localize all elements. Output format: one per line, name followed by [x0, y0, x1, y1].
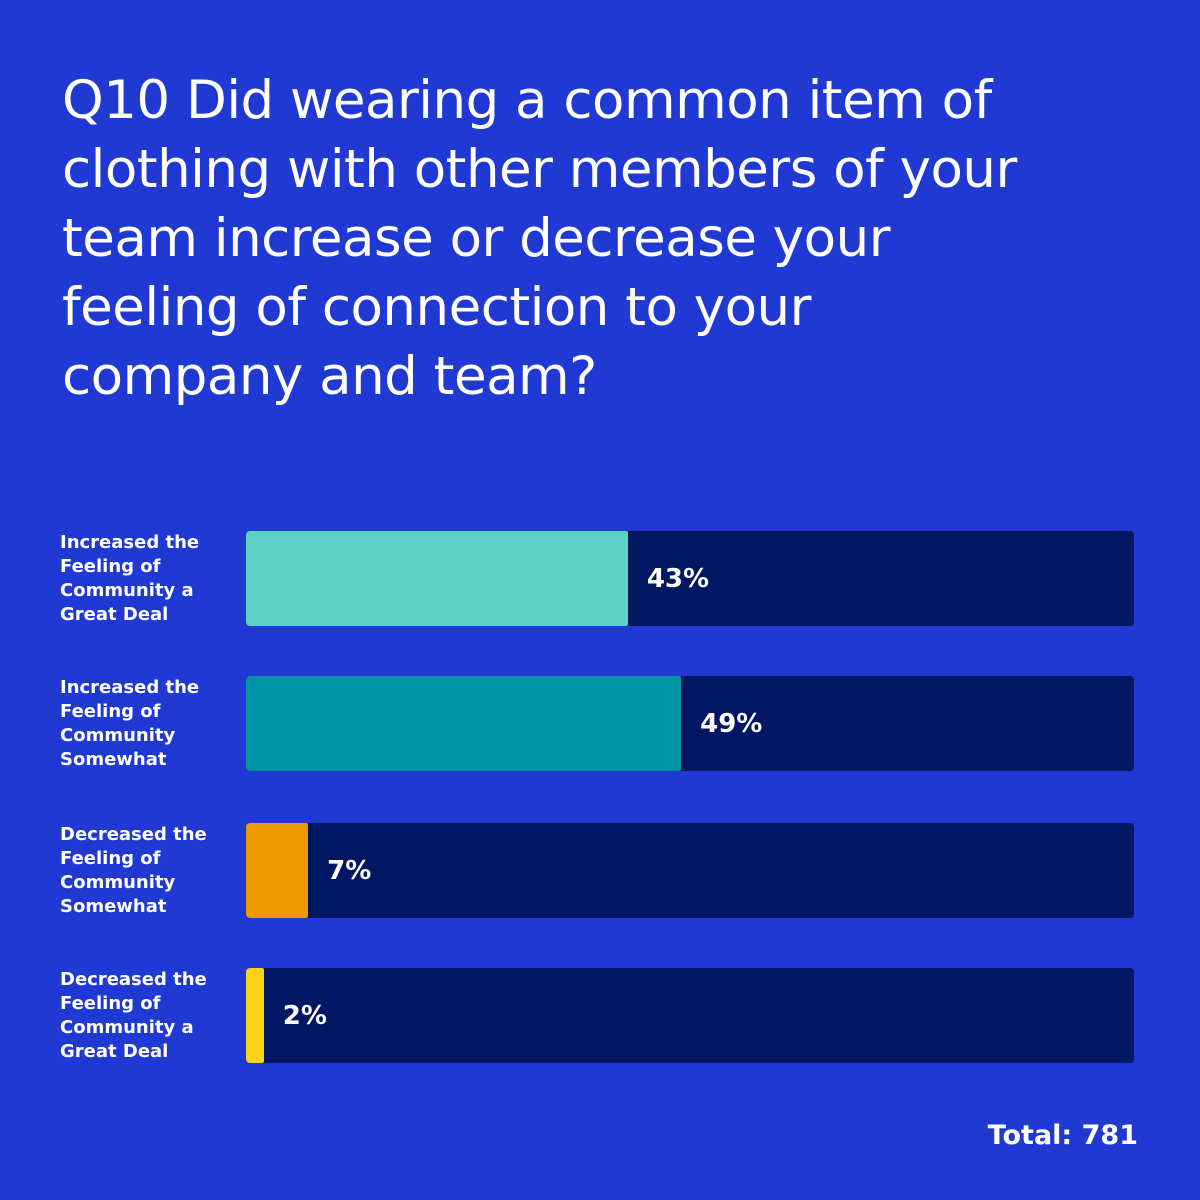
- bar-track: [246, 968, 1134, 1063]
- bar-track: [246, 823, 1134, 918]
- total-count: Total: 781: [987, 1120, 1138, 1151]
- bar-row: Increased the Feeling of Community a Gre…: [0, 531, 1200, 626]
- category-label: Increased the Feeling of Community Somew…: [60, 676, 200, 770]
- data-label: 43%: [646, 563, 710, 594]
- bar: [246, 531, 628, 626]
- bar-row: Decreased the Feeling of Community a Gre…: [0, 968, 1200, 1063]
- bar-row: Decreased the Feeling of Community Somew…: [0, 823, 1200, 918]
- data-label: 2%: [282, 1000, 327, 1031]
- bar: [246, 676, 682, 771]
- chart-title: Q10 Did wearing a common item of clothin…: [62, 70, 1017, 407]
- category-label: Increased the Feeling of Community a Gre…: [60, 531, 200, 625]
- category-label: Decreased the Feeling of Community a Gre…: [60, 968, 207, 1062]
- bar: [246, 823, 309, 918]
- category-label: Decreased the Feeling of Community Somew…: [60, 823, 207, 917]
- data-label: 7%: [327, 855, 372, 886]
- bar-row: Increased the Feeling of Community Somew…: [0, 676, 1200, 771]
- data-label: 49%: [700, 708, 763, 739]
- bar: [246, 968, 264, 1063]
